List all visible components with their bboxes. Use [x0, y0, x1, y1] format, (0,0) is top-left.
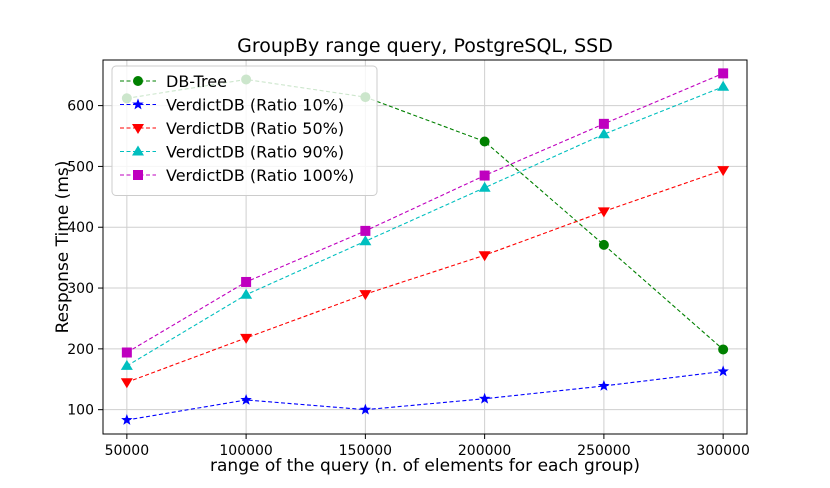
axes: 50000 100000 150000 200000 250000 300000 100 20… — [67, 59, 750, 459]
data-point — [359, 290, 372, 301]
data-point — [478, 251, 491, 262]
legend-marker — [133, 170, 143, 180]
legend-marker — [132, 145, 144, 156]
data-point — [717, 80, 730, 91]
data-point — [717, 365, 729, 377]
data-point — [598, 379, 610, 391]
data-point — [597, 128, 610, 139]
data-point — [478, 392, 491, 404]
data-point — [478, 181, 491, 192]
y-tick-label: 200 — [67, 342, 94, 358]
data-point — [360, 225, 371, 236]
data-point — [240, 393, 252, 405]
legend-label: DB-Tree — [166, 72, 227, 91]
x-axis-label: range of the query (n. of elements for e… — [210, 456, 640, 476]
legend-item: DB-Tree — [120, 72, 227, 91]
x-tick-label: 300000 — [696, 443, 749, 459]
legend-label: VerdictDB (Ratio 90%) — [166, 143, 344, 162]
data-point — [597, 207, 610, 218]
y-tick-label: 400 — [67, 220, 94, 236]
data-point — [240, 333, 253, 344]
data-point — [120, 359, 133, 370]
plot-frame — [102, 59, 748, 435]
series-line — [126, 169, 724, 383]
series-line — [126, 86, 724, 367]
data-point — [241, 276, 252, 287]
y-tick-label: 300 — [67, 281, 94, 297]
series-3 — [120, 166, 730, 389]
y-tick-label: 100 — [67, 403, 94, 419]
series-2 — [121, 365, 729, 425]
legend-label: VerdictDB (Ratio 10%) — [166, 96, 344, 115]
data-point — [120, 378, 133, 389]
data-point — [359, 235, 372, 246]
legend-item: VerdictDB (Ratio 90%) — [120, 143, 344, 162]
chart-title: GroupBy range query, PostgreSQL, SSD — [237, 35, 613, 57]
y-tick-label: 600 — [67, 99, 94, 115]
legend-label: VerdictDB (Ratio 50%) — [166, 119, 344, 138]
x-tick-label: 150000 — [339, 443, 392, 459]
x-tick-label: 100000 — [219, 443, 272, 459]
data-point — [718, 68, 729, 79]
series-4 — [120, 80, 730, 370]
series-line — [126, 370, 724, 421]
legend: DB-Tree VerdictDB (Ratio 10%) VerdictDB (R… — [111, 65, 378, 196]
legend-item: VerdictDB (Ratio 100%) — [120, 166, 354, 185]
y-tick-label: 500 — [67, 159, 94, 175]
data-point — [479, 136, 490, 147]
data-point — [121, 414, 133, 425]
data-point — [359, 403, 372, 415]
y-axis-label: Response Time (ms) — [53, 161, 73, 334]
legend-marker — [132, 124, 144, 134]
legend-item: VerdictDB (Ratio 10%) — [120, 96, 344, 115]
data-point — [240, 288, 253, 299]
legend-label: VerdictDB (Ratio 100%) — [166, 166, 354, 185]
x-tick-label: 200000 — [458, 443, 511, 459]
x-tick-label: 250000 — [577, 443, 630, 459]
data-point — [479, 170, 490, 181]
series-5 — [121, 68, 729, 358]
legend-marker — [133, 76, 143, 86]
data-point — [718, 344, 729, 355]
data-point — [121, 347, 132, 358]
data-point — [717, 166, 730, 177]
legend-item: VerdictDB (Ratio 50%) — [120, 119, 344, 138]
legend-box — [111, 65, 378, 196]
series-line — [126, 72, 724, 353]
data-point — [598, 118, 609, 129]
data-point — [598, 239, 609, 250]
x-tick-label: 50000 — [105, 443, 150, 459]
legend-marker — [132, 98, 144, 110]
